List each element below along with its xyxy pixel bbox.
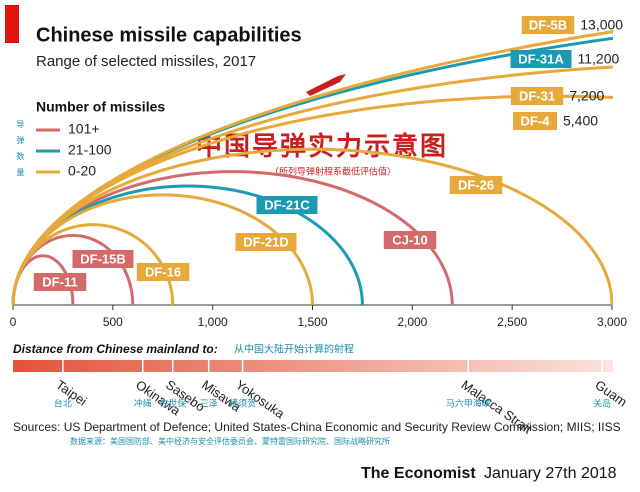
distance-title-cn: 从中国大陆开始计算的射程 xyxy=(234,343,354,356)
chart-title: Chinese missile capabilities xyxy=(36,24,302,46)
place-name-cn: 马六甲海峡 xyxy=(446,397,491,408)
place-name-cn: 冲绳 xyxy=(134,397,152,408)
place-name-cn: 关岛 xyxy=(593,397,611,408)
value-label: 11,200 xyxy=(578,51,620,67)
missile-label: DF-21D xyxy=(243,234,289,249)
missile-label-box xyxy=(521,16,575,34)
legend-label: 21-100 xyxy=(68,142,112,158)
note-cn: （所列导弹射程系截低评估值） xyxy=(270,165,396,176)
missile-label-box xyxy=(449,176,503,194)
x-tick-label: 0 xyxy=(10,315,17,329)
legend-title: Number of missiles xyxy=(36,99,165,115)
distance-strip xyxy=(13,360,613,372)
x-tick-label: 1,000 xyxy=(198,315,228,329)
missile-label: DF-15B xyxy=(80,251,126,266)
missile-label-box xyxy=(72,250,134,268)
brand: The Economist xyxy=(361,465,476,482)
sources: Sources: US Department of Defence; Unite… xyxy=(13,420,621,434)
x-tick-label: 2,500 xyxy=(497,315,527,329)
chart-subtitle: Range of selected missiles, 2017 xyxy=(36,53,256,70)
missile-label-box xyxy=(33,273,87,291)
missile-label: DF-31A xyxy=(518,51,564,66)
missile-label-box xyxy=(136,263,190,281)
sources-cn: 数据来源：美国国防部、美中经济与安全评估委员会、蒙特雷国际研究院、国际战略研究所 xyxy=(70,436,390,446)
missile-icon xyxy=(306,74,346,96)
place-name-cn: 台北 xyxy=(54,397,72,408)
value-label: 5,400 xyxy=(563,113,598,129)
missile-label: DF-16 xyxy=(145,264,181,279)
x-tick-label: 3,000 xyxy=(597,315,627,329)
missile-label: DF-21C xyxy=(264,197,310,212)
missile-label-box xyxy=(383,231,437,249)
missile-label-box xyxy=(510,50,572,68)
value-label: 7,200 xyxy=(569,88,604,104)
value-label: 13,000 xyxy=(580,17,623,33)
missile-label: DF-11 xyxy=(42,274,77,289)
x-tick-label: 2,000 xyxy=(397,315,427,329)
missile-label-box xyxy=(513,112,557,130)
missile-label-box xyxy=(510,87,564,105)
legend-title-cn: 导弹数量 xyxy=(16,120,25,184)
place-name-cn: 佐世保 xyxy=(159,397,186,408)
missile-label: CJ-10 xyxy=(392,232,427,247)
missile-arc xyxy=(11,30,613,306)
legend-label: 101+ xyxy=(68,121,100,137)
missile-label: DF-4 xyxy=(521,113,551,128)
missile-label-box xyxy=(235,233,297,251)
distance-title: Distance from Chinese mainland to: xyxy=(13,342,218,356)
x-tick-label: 500 xyxy=(103,315,123,329)
missile-label: DF-5B xyxy=(529,17,567,32)
brand-mark xyxy=(5,5,19,43)
date: January 27th 2018 xyxy=(484,465,617,482)
missile-label-box xyxy=(256,196,318,214)
missile-label: DF-31 xyxy=(519,88,555,103)
place-name-cn: 横须贺 xyxy=(229,397,256,408)
legend-label: 0-20 xyxy=(68,163,96,179)
missile-label: DF-26 xyxy=(458,177,494,192)
x-tick-label: 1,500 xyxy=(297,315,327,329)
place-name-cn: 三泽 xyxy=(200,398,218,408)
